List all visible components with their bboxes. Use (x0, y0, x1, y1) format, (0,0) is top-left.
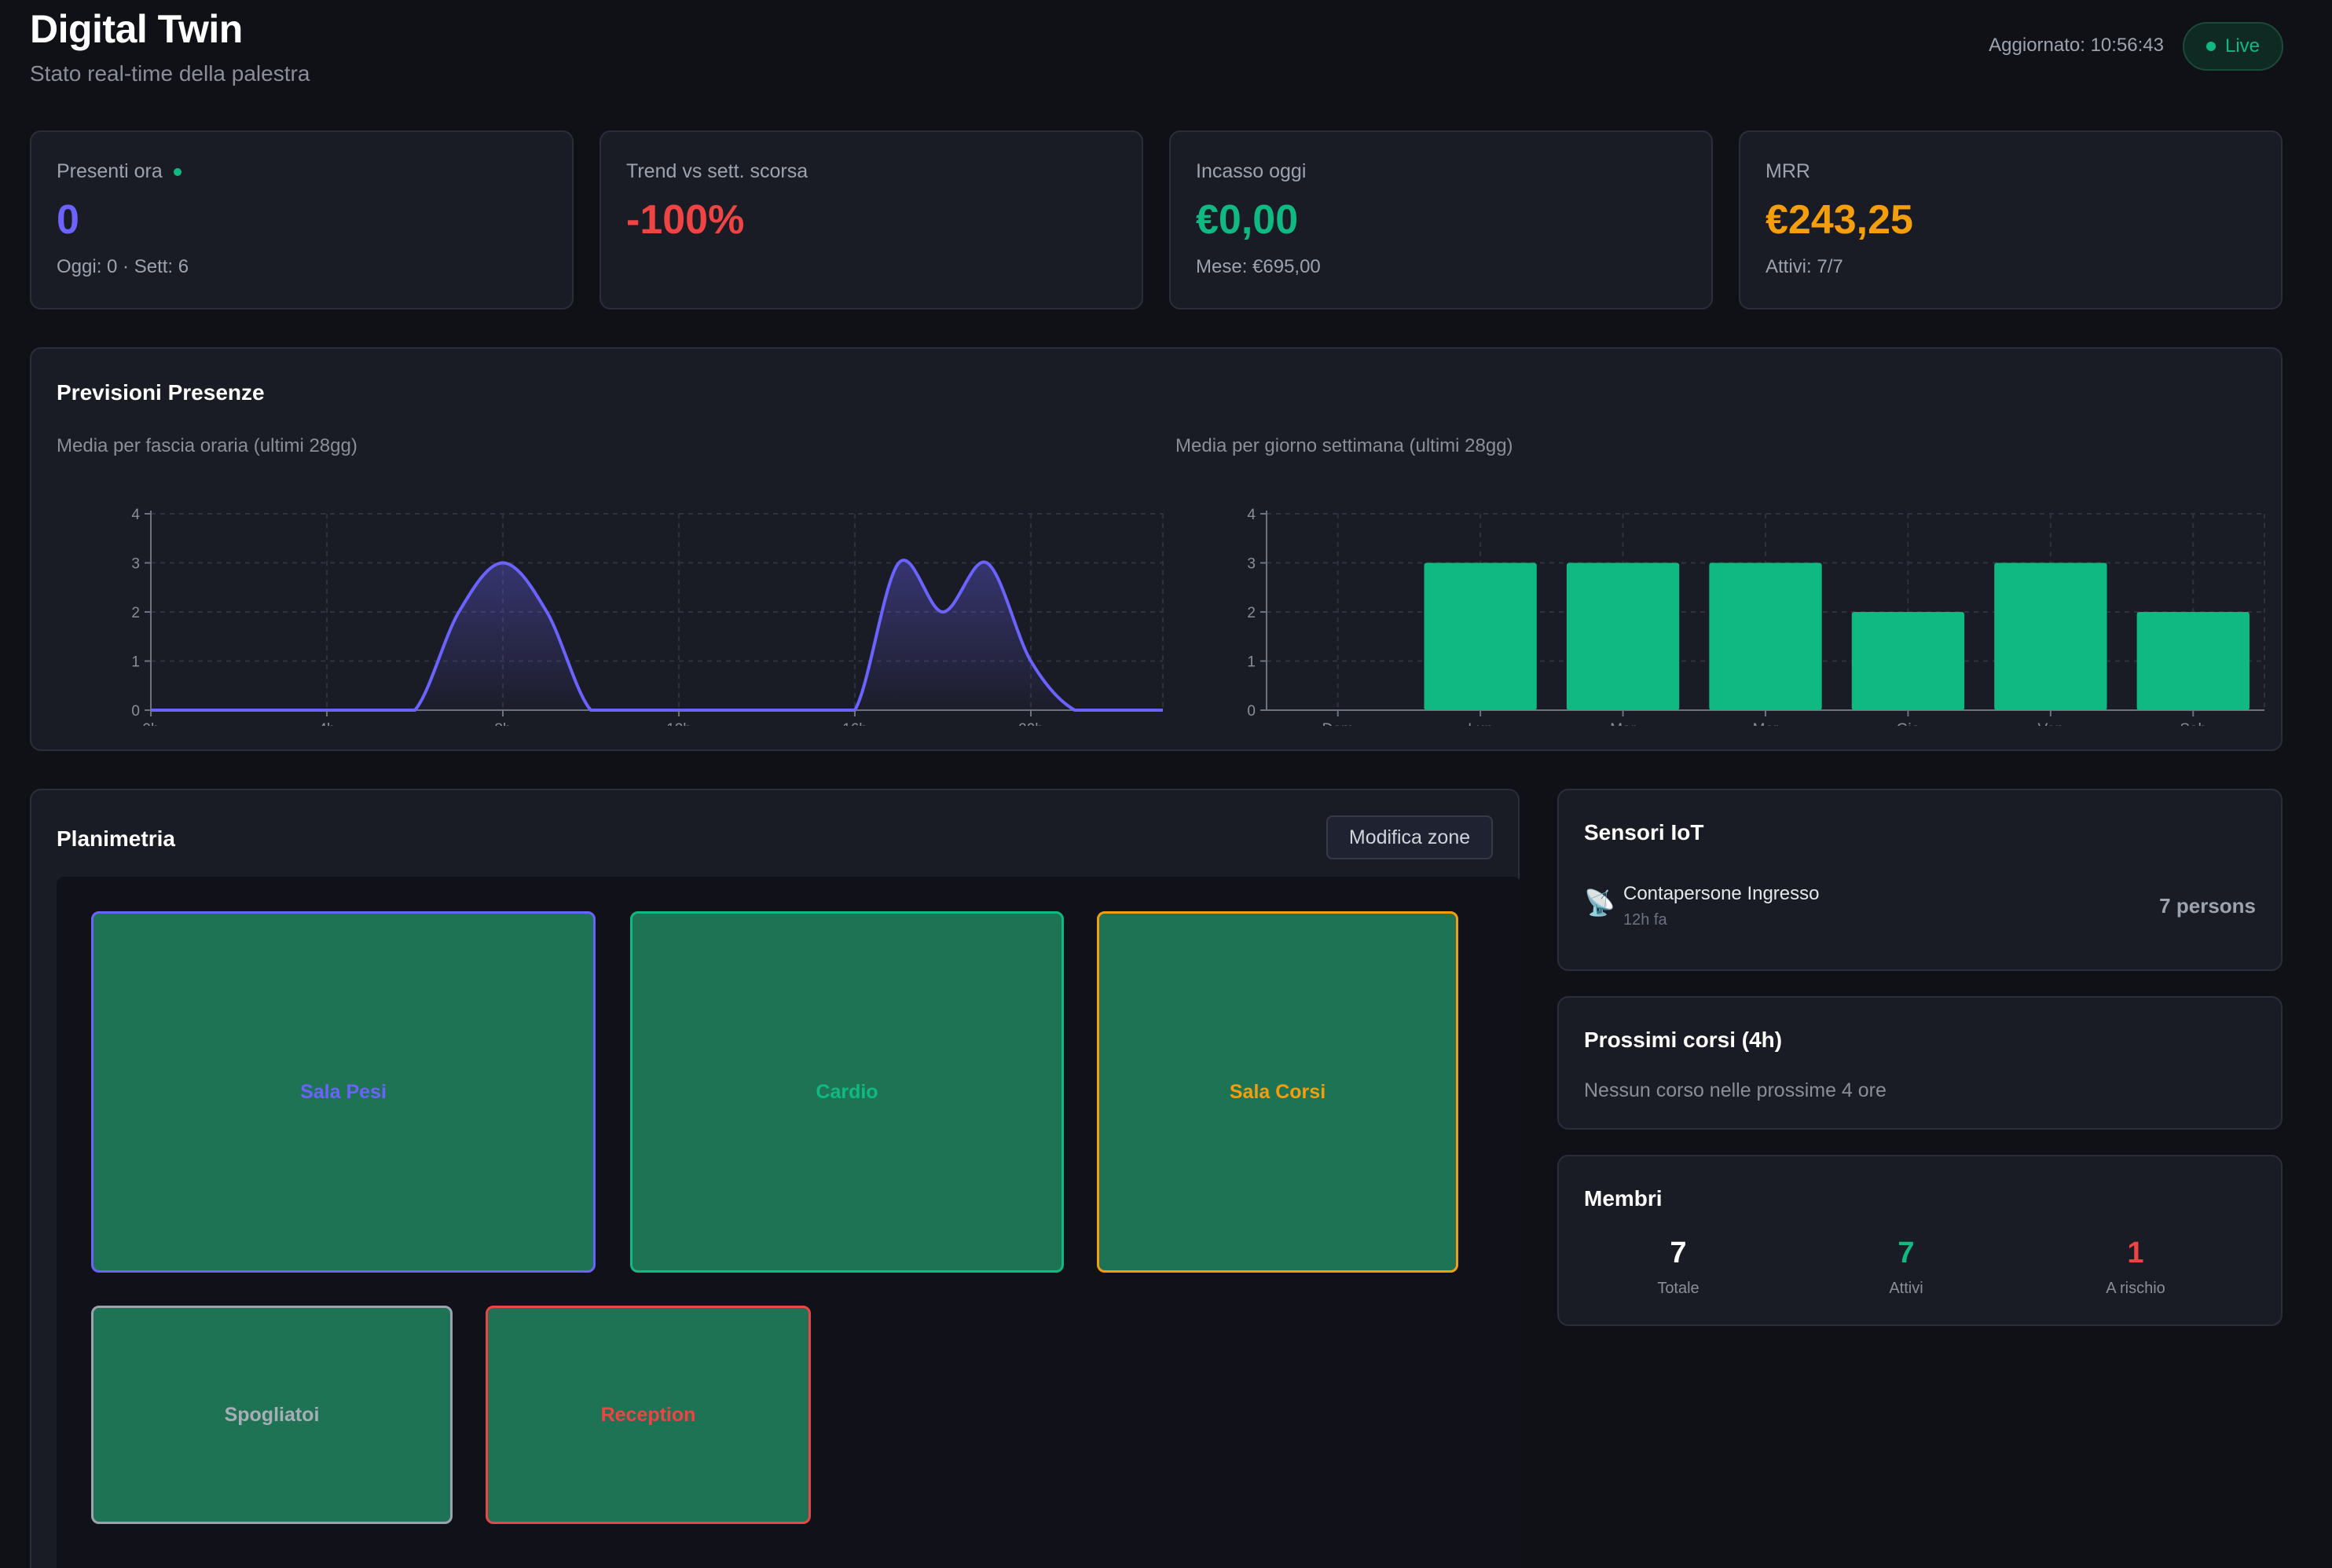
members-panel: Membri 7 Totale 7 Attivi 1 A rischio (1557, 1155, 2282, 1326)
zone-sala-corsi[interactable]: Sala Corsi (1097, 911, 1458, 1273)
sensors-title: Sensori IoT (1584, 820, 1704, 844)
x-tick-label: Mar (1610, 721, 1636, 726)
floorplan-title: Planimetria (57, 826, 175, 851)
courses-panel: Prossimi corsi (4h) Nessun corso nelle p… (1557, 996, 2282, 1130)
x-tick-label: Ven (2037, 721, 2063, 726)
stat-value: €0,00 (1196, 197, 1299, 243)
members-at-risk-value: 1 (2127, 1236, 2144, 1269)
last-updated: Aggiornato: 10:56:43 (1989, 35, 2164, 56)
page-title: Digital Twin (30, 7, 243, 51)
stat-note: Mese: €695,00 (1196, 256, 1321, 277)
bar-ven (1994, 562, 2107, 710)
hourly-chart-caption: Media per fascia oraria (ultimi 28gg) (57, 435, 358, 456)
x-tick-label: 20h (1018, 721, 1043, 726)
zone-spogliatoi[interactable]: Spogliatoi (91, 1306, 453, 1524)
members-title: Membri (1584, 1186, 1663, 1211)
zone-sala-pesi[interactable]: Sala Pesi (91, 911, 596, 1273)
floorplan-canvas: Sala Pesi Cardio Sala Corsi Spogliatoi R… (57, 877, 1521, 1568)
weekly-chart-caption: Media per giorno settimana (ultimi 28gg) (1175, 435, 1513, 456)
members-at-risk: 1 A rischio (2026, 1236, 2246, 1298)
live-dot-icon (2206, 42, 2216, 51)
stat-note: Oggi: 0 · Sett: 6 (57, 256, 189, 277)
x-tick-label: 12h (666, 721, 691, 726)
page-subtitle: Stato real-time della palestra (30, 61, 310, 86)
weekly-attendance-chart: 0 1 2 3 4 Dom Lun Mar Mer Gio Ven Sab (1247, 507, 2265, 726)
bar-gio (1851, 612, 1965, 710)
stat-value: 0 (57, 197, 79, 243)
members-total-value: 7 (1670, 1236, 1687, 1269)
bar-mer (1709, 562, 1822, 710)
stat-card-mrr: MRR €243,25 Attivi: 7/7 (1739, 130, 2282, 310)
x-tick-label: Lun (1468, 721, 1493, 726)
y-tick-label: 0 (1247, 703, 1256, 720)
y-tick-label: 2 (131, 605, 140, 621)
bar-mar (1566, 562, 1680, 710)
zone-cardio[interactable]: Cardio (630, 911, 1064, 1273)
members-active-label: Attivi (1889, 1280, 1923, 1297)
x-tick-label: 0h (142, 721, 159, 726)
y-tick-label: 3 (131, 556, 140, 573)
bar-sab (2136, 612, 2250, 710)
sensor-name: Contapersone Ingresso (1623, 883, 1820, 904)
y-tick-label: 1 (1247, 654, 1256, 671)
forecast-panel: Previsioni Presenze Media per fascia ora… (30, 347, 2282, 751)
y-tick-label: 2 (1247, 605, 1256, 621)
x-tick-label: Sab (2180, 721, 2206, 726)
y-tick-label: 1 (131, 654, 140, 671)
area-fill (151, 560, 1163, 710)
stat-card-income: Incasso oggi €0,00 Mese: €695,00 (1169, 130, 1713, 310)
sensor-value: 7 persons (2159, 894, 2256, 918)
sensors-panel: Sensori IoT 📡 Contapersone Ingresso 12h … (1557, 789, 2282, 971)
bar-lun (1424, 562, 1537, 710)
y-tick-label: 4 (1247, 507, 1256, 523)
stat-label: Incasso oggi (1196, 160, 1307, 182)
members-total-label: Totale (1657, 1280, 1700, 1297)
stat-label: Trend vs sett. scorsa (626, 160, 808, 182)
live-label: Live (2224, 35, 2260, 57)
x-tick-label: 8h (494, 721, 511, 726)
x-tick-label: 4h (318, 721, 335, 726)
stat-label: MRR (1766, 160, 1810, 182)
stat-value: -100% (626, 197, 745, 243)
hourly-attendance-chart: 0 1 2 3 4 0h 4h 8h 12h 16h 20h (131, 507, 1164, 726)
members-total: 7 Totale (1568, 1236, 1788, 1298)
edit-zones-button[interactable]: Modifica zone (1326, 815, 1493, 859)
stat-value: €243,25 (1766, 197, 1913, 243)
stat-note: Attivi: 7/7 (1766, 256, 1843, 277)
x-tick-label: Gio (1897, 721, 1920, 726)
zone-reception[interactable]: Reception (486, 1306, 811, 1524)
x-tick-label: 16h (842, 721, 867, 726)
x-tick-label: Mer (1753, 721, 1779, 726)
live-badge: Live (2183, 22, 2283, 71)
courses-title: Prossimi corsi (4h) (1584, 1028, 1783, 1052)
floorplan-panel: Planimetria Modifica zone Sala Pesi Card… (30, 789, 1521, 1568)
stat-label: Presenti ora (57, 160, 182, 183)
stat-card-present: Presenti ora 0 Oggi: 0 · Sett: 6 (30, 130, 574, 310)
y-tick-label: 0 (131, 703, 140, 720)
y-tick-label: 4 (131, 507, 140, 523)
y-tick-label: 3 (1247, 556, 1256, 573)
x-tick-label: Dom (1322, 721, 1354, 726)
members-active-value: 7 (1898, 1236, 1915, 1269)
live-dot-icon (173, 167, 182, 176)
members-at-risk-label: A rischio (2106, 1280, 2165, 1297)
forecast-title: Previsioni Presenze (57, 380, 265, 405)
stat-card-trend: Trend vs sett. scorsa -100% (600, 130, 1143, 310)
courses-empty-note: Nessun corso nelle prossime 4 ore (1584, 1079, 1886, 1101)
members-active: 7 Attivi (1796, 1236, 2016, 1298)
sensor-time: 12h fa (1623, 911, 1667, 929)
satellite-dish-icon: 📡 (1584, 888, 1615, 917)
